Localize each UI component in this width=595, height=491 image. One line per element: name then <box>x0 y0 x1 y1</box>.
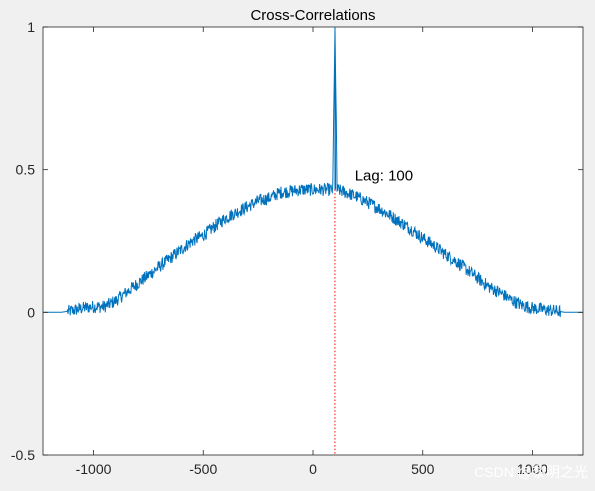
y-tick-label: 0.5 <box>16 162 36 178</box>
chart-title: Cross-Correlations <box>250 7 375 24</box>
y-axis-ticks: -0.5 0 0.5 1 <box>11 19 583 463</box>
plot-area <box>42 26 584 456</box>
x-tick-label: 1000 <box>517 461 548 477</box>
x-axis-ticks: -1000 -500 0 500 1000 <box>76 27 548 477</box>
lag-annotation: Lag: 100 <box>355 167 413 184</box>
x-tick-label: -500 <box>189 461 217 477</box>
x-tick-label: 0 <box>309 461 317 477</box>
y-tick-label: 0 <box>27 304 35 320</box>
y-tick-label: 1 <box>27 19 35 35</box>
cross-correlation-line <box>43 27 583 318</box>
x-tick-label: -1000 <box>76 461 112 477</box>
x-tick-label: 500 <box>411 461 435 477</box>
y-tick-label: -0.5 <box>11 447 35 463</box>
watermark: CSDN @黎明之光 <box>474 464 588 480</box>
